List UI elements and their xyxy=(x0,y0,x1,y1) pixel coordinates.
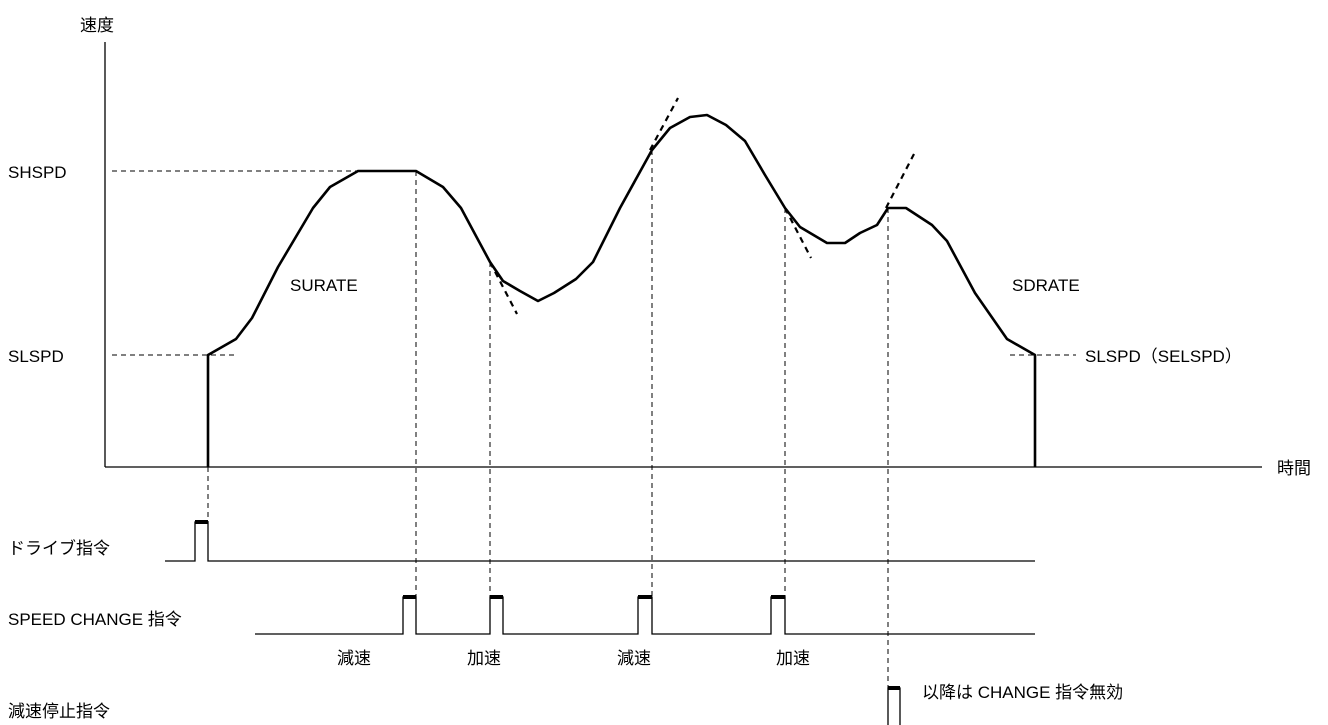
timing-guides xyxy=(207,150,889,688)
tangent-lines xyxy=(489,97,915,315)
tangent-3 xyxy=(784,207,812,259)
speed-change-signal-waveform xyxy=(255,596,1035,635)
change-disabled-note: 以降は CHANGE 指令無効 xyxy=(922,683,1123,702)
slspd-label: SLSPD xyxy=(8,347,64,366)
x-axis-label: 時間 xyxy=(1277,459,1311,478)
decel-stop-signal-label: 減速停止指令 xyxy=(8,702,110,721)
tangent-2 xyxy=(649,97,679,151)
drive-signal-label: ドライブ指令 xyxy=(8,538,110,558)
speed-curve xyxy=(206,113,1037,467)
drive-signal-waveform xyxy=(165,521,1035,562)
decel-stop-signal-waveform xyxy=(887,687,901,725)
change-label-decel-2: 減速 xyxy=(617,649,651,668)
change-label-accel-1: 加速 xyxy=(467,649,501,668)
tangent-1 xyxy=(489,261,518,315)
slspd-selspd-label: SLSPD（SELSPD） xyxy=(1085,347,1242,366)
y-axis-label: 速度 xyxy=(80,16,114,35)
change-label-accel-2: 加速 xyxy=(776,649,810,668)
sdrate-label: SDRATE xyxy=(1012,276,1080,295)
level-guides xyxy=(112,170,1076,356)
tangent-4 xyxy=(885,153,915,209)
shspd-label: SHSPD xyxy=(8,163,67,182)
speed-change-signal-label: SPEED CHANGE 指令 xyxy=(8,610,182,629)
surate-label: SURATE xyxy=(290,276,358,295)
change-label-decel-1: 減速 xyxy=(337,649,371,668)
